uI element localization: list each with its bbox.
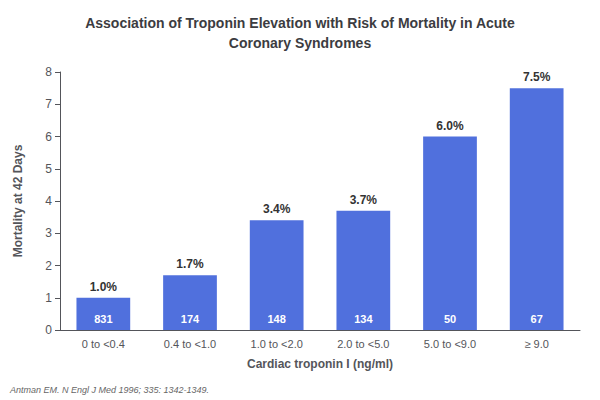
svg-text:Cardiac troponin I (ng/ml): Cardiac troponin I (ng/ml) bbox=[247, 357, 393, 371]
svg-text:0 to <0.4: 0 to <0.4 bbox=[82, 338, 125, 350]
svg-text:67: 67 bbox=[531, 313, 543, 325]
svg-text:7.5%: 7.5% bbox=[523, 70, 551, 84]
svg-text:Association of Troponin Elevat: Association of Troponin Elevation with R… bbox=[85, 15, 515, 31]
svg-text:134: 134 bbox=[354, 313, 373, 325]
svg-text:1.0 to <2.0: 1.0 to <2.0 bbox=[251, 338, 303, 350]
svg-text:50: 50 bbox=[444, 313, 456, 325]
svg-text:5: 5 bbox=[45, 162, 52, 176]
svg-text:1.7%: 1.7% bbox=[176, 257, 204, 271]
svg-text:5.0 to <9.0: 5.0 to <9.0 bbox=[424, 338, 476, 350]
svg-text:8: 8 bbox=[45, 65, 52, 79]
svg-text:Mortality at 42 Days: Mortality at 42 Days bbox=[11, 144, 25, 257]
svg-text:3.7%: 3.7% bbox=[350, 193, 378, 207]
svg-text:1.0%: 1.0% bbox=[90, 280, 118, 294]
svg-text:≥ 9.0: ≥ 9.0 bbox=[524, 338, 548, 350]
svg-text:0: 0 bbox=[45, 323, 52, 337]
svg-text:2: 2 bbox=[45, 259, 52, 273]
svg-text:3: 3 bbox=[45, 226, 52, 240]
svg-text:4: 4 bbox=[45, 194, 52, 208]
svg-text:174: 174 bbox=[181, 313, 200, 325]
svg-text:Antman EM. N Engl J Med 1996;: Antman EM. N Engl J Med 1996; 335: 1342-… bbox=[9, 385, 209, 395]
svg-text:6.0%: 6.0% bbox=[436, 119, 464, 133]
svg-text:6: 6 bbox=[45, 130, 52, 144]
svg-text:2.0 to <5.0: 2.0 to <5.0 bbox=[337, 338, 389, 350]
svg-text:Coronary Syndromes: Coronary Syndromes bbox=[229, 35, 372, 51]
svg-text:7: 7 bbox=[45, 97, 52, 111]
svg-text:3.4%: 3.4% bbox=[263, 202, 291, 216]
svg-text:1: 1 bbox=[45, 291, 52, 305]
svg-text:0.4 to <1.0: 0.4 to <1.0 bbox=[164, 338, 216, 350]
svg-text:148: 148 bbox=[267, 313, 285, 325]
svg-text:831: 831 bbox=[94, 313, 112, 325]
